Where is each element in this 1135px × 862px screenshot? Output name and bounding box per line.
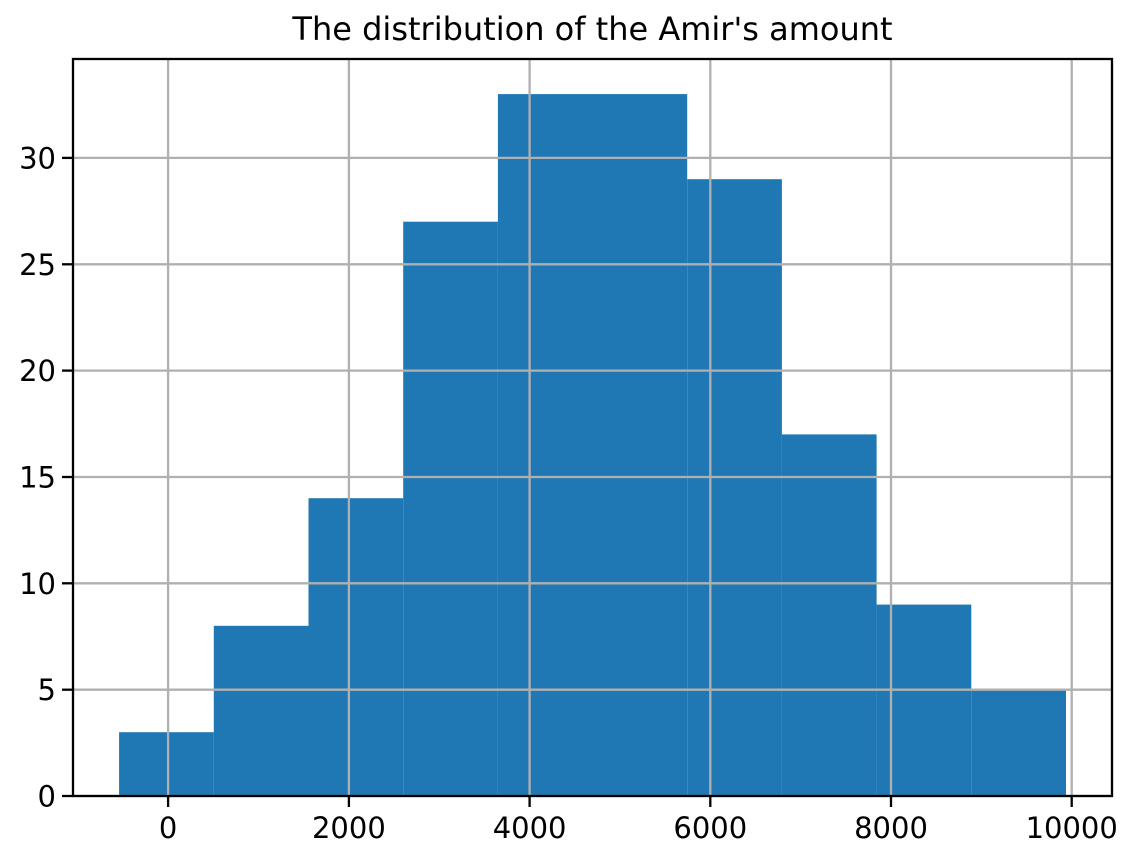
x-tick-label: 2000 xyxy=(312,811,386,845)
tick-layer xyxy=(62,156,1073,807)
histogram-bar xyxy=(497,94,593,797)
histogram-bar xyxy=(213,625,309,796)
histogram-bar xyxy=(592,94,688,797)
y-tick-label: 25 xyxy=(19,248,56,282)
x-tick-label: 4000 xyxy=(493,811,567,845)
y-tick-label: 5 xyxy=(38,673,56,707)
bars-layer xyxy=(119,94,1066,797)
x-tick-label: 8000 xyxy=(854,811,928,845)
spine-layer xyxy=(71,57,1114,798)
label-layer: 0 2000 4000 6000 8000 10000 0 5 10 15 20 25 30 xyxy=(19,141,1118,845)
y-tick-label: 0 xyxy=(38,780,56,814)
histogram-bar xyxy=(403,221,498,796)
y-tick-label: 10 xyxy=(19,567,56,601)
histogram-bar xyxy=(876,604,972,796)
plot-spine xyxy=(71,57,1114,798)
chart-title: The distribution of the Amir's amount xyxy=(292,10,893,48)
x-tick-label: 6000 xyxy=(673,811,747,845)
histogram-bar xyxy=(119,732,214,796)
histogram-bar xyxy=(687,179,782,796)
histogram-bar xyxy=(971,689,1066,796)
y-tick-label: 20 xyxy=(19,354,56,388)
y-tick-label: 30 xyxy=(19,141,56,175)
x-tick-label: 0 xyxy=(159,811,177,845)
histogram-bar xyxy=(308,498,404,796)
y-tick-label: 15 xyxy=(19,461,56,495)
x-tick-label: 10000 xyxy=(1026,811,1118,845)
histogram-bar xyxy=(781,434,877,796)
